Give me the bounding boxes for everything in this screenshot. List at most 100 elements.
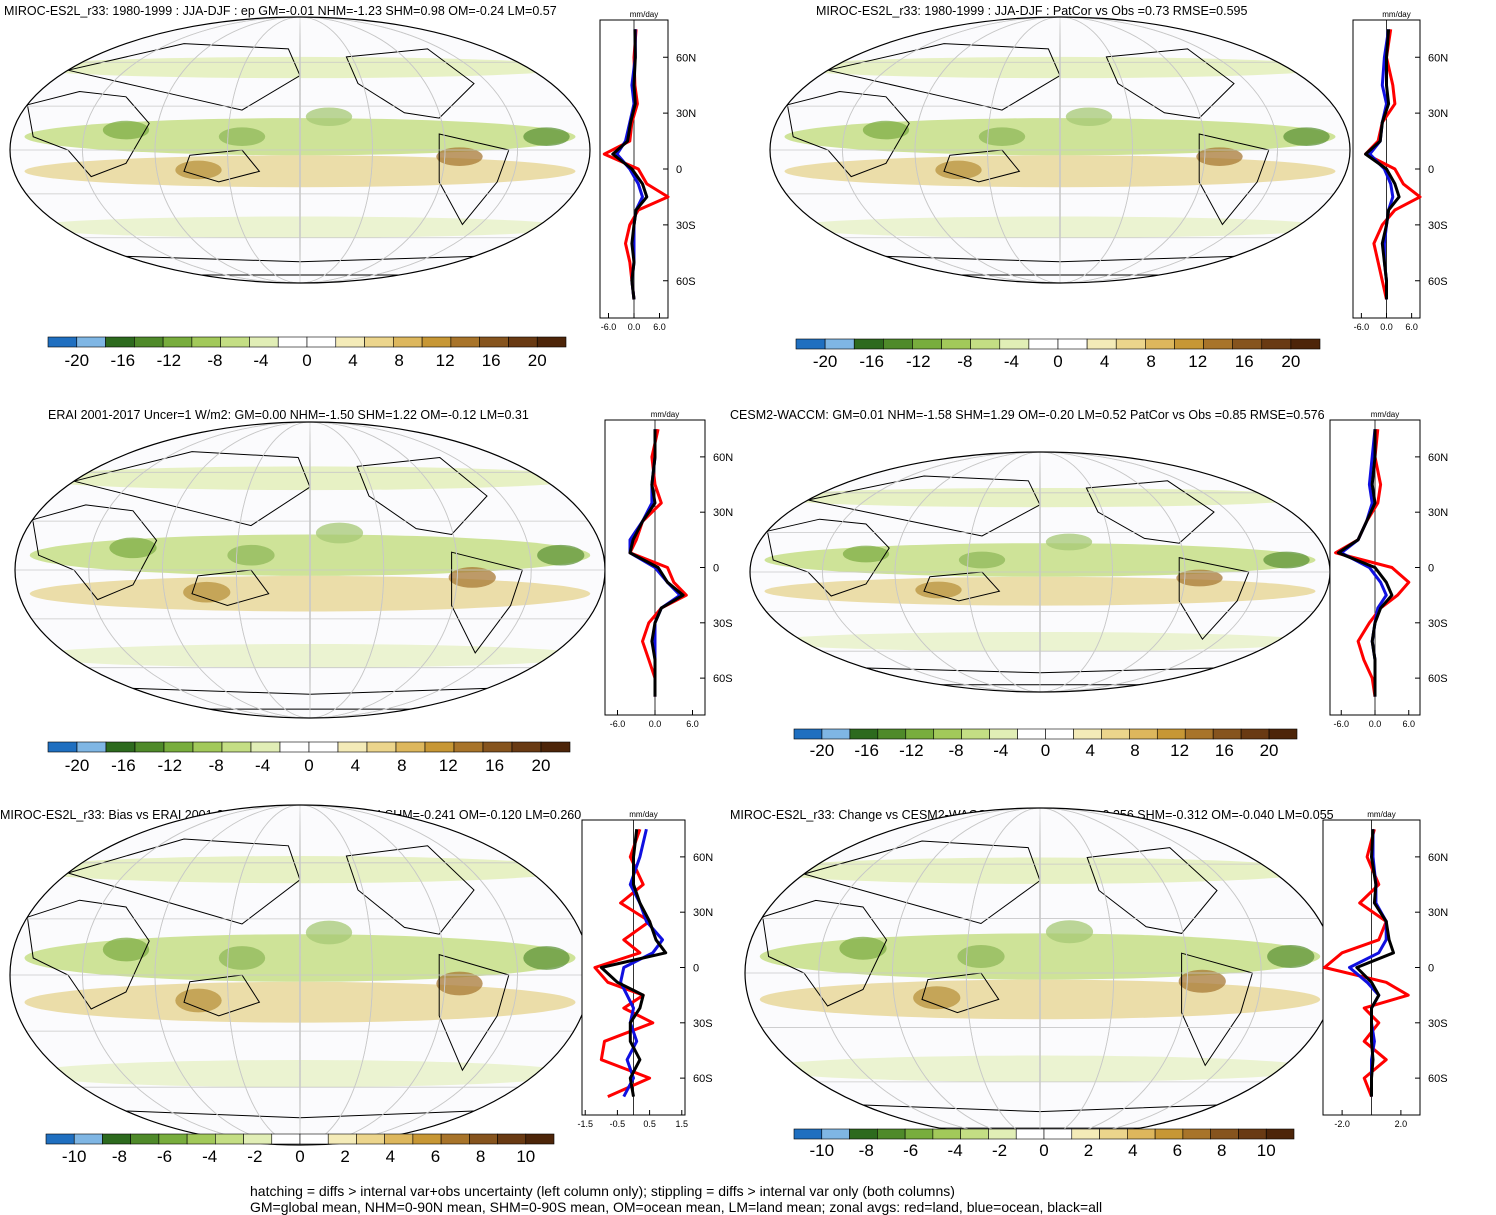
colorbar-label: 10: [1257, 1141, 1276, 1160]
precip-anomaly: [305, 920, 353, 945]
colorbar-swatch: [221, 741, 252, 753]
map-content: [750, 452, 1330, 692]
colorbar-label: -12: [899, 741, 924, 760]
y-tick-label: 30S: [1428, 220, 1448, 232]
panel-title: MIROC-ES2L_r33: 1980-1999 : JJA-DJF : Pa…: [816, 4, 1248, 18]
colorbar-swatch: [1174, 338, 1204, 350]
colorbar-label: 8: [394, 351, 403, 370]
world-map: [9, 16, 591, 284]
x-tick-label: -6.0: [1333, 719, 1349, 729]
colorbar-label: -4: [948, 1141, 963, 1160]
precip-band: [764, 576, 1316, 606]
colorbar-label: -12: [157, 351, 182, 370]
zonal-mean-plot: -2.0 2.0 60N 30N 0 30S 60S mm/day: [1322, 810, 1448, 1129]
zonal-unit-label: mm/day: [1371, 410, 1399, 419]
precip-band: [784, 216, 1336, 238]
colorbar-swatch: [327, 1133, 357, 1145]
longitude-line: [154, 805, 446, 1145]
colorbar-swatch: [277, 336, 308, 348]
colorbar-swatch: [1015, 1128, 1045, 1140]
colorbar-swatch: [337, 741, 368, 753]
precip-band: [759, 979, 1321, 1020]
colorbar-swatch: [1115, 338, 1146, 350]
colorbar-swatch: [795, 338, 826, 350]
colorbar-swatch: [793, 728, 823, 740]
colorbar-label: 10: [516, 1147, 535, 1166]
zonal-series-all: [1336, 429, 1394, 697]
colorbar-swatch: [162, 336, 193, 348]
coastline: [345, 845, 475, 935]
precip-anomaly: [523, 127, 570, 147]
colorbar-label: -8: [949, 741, 964, 760]
coastline: [26, 90, 150, 178]
y-tick-label: 0: [693, 963, 699, 975]
colorbar: -20 -16 -12 -8 -4 0 4 8 12 16 20: [47, 741, 571, 775]
precip-anomaly: [913, 986, 961, 1010]
colorbar-label: -4: [1004, 352, 1019, 371]
y-tick-label: 30S: [676, 220, 696, 232]
colorbar-label: 16: [1215, 741, 1234, 760]
precip-band: [784, 118, 1336, 156]
colorbar-swatch: [1028, 338, 1059, 350]
precip-band: [759, 1055, 1321, 1082]
colorbar-label: -20: [64, 351, 89, 370]
precip-band: [764, 632, 1316, 652]
colorbar-label: -6: [157, 1147, 172, 1166]
colorbar-swatch: [497, 1133, 527, 1145]
coastline: [802, 840, 1041, 925]
colorbar-swatch: [1127, 1128, 1156, 1140]
zonal-series-land: [1323, 828, 1410, 1098]
map-border: [769, 16, 1351, 284]
colorbar-label: -20: [810, 741, 835, 760]
colorbar-label: -12: [906, 352, 931, 371]
coastline: [183, 149, 261, 183]
colorbar-label: -10: [809, 1141, 834, 1160]
colorbar-swatch: [47, 741, 78, 753]
colorbar-swatch: [970, 338, 1001, 350]
colorbar-swatch: [1045, 728, 1074, 740]
longitude-line: [892, 808, 1188, 1138]
x-tick-label: 6.0: [1402, 719, 1415, 729]
precip-band: [24, 155, 576, 188]
colorbar-swatch: [960, 1128, 989, 1140]
colorbar-label: 4: [1128, 1141, 1137, 1160]
longitude-line: [235, 422, 385, 718]
colorbar-swatch: [105, 741, 136, 753]
colorbar-swatch: [1043, 1128, 1073, 1140]
coastline: [438, 133, 510, 226]
colorbar-swatch: [905, 728, 935, 740]
precip-band: [29, 644, 591, 668]
precip-band: [24, 934, 576, 982]
colorbar-swatch: [821, 728, 851, 740]
colorbar-swatch: [384, 1133, 414, 1145]
colorbar-swatch: [134, 741, 165, 753]
colorbar-swatch: [536, 336, 567, 348]
map-content: [770, 17, 1350, 283]
colorbar-swatch: [105, 336, 135, 348]
x-tick-label: 1.5: [676, 1119, 689, 1129]
colorbar-label: 8: [1217, 1141, 1226, 1160]
coastline: [1085, 480, 1215, 544]
colorbar-label: 4: [1085, 741, 1094, 760]
colorbar-label: -8: [207, 351, 222, 370]
colorbar-swatch: [76, 336, 106, 348]
precip-anomaly: [1045, 920, 1094, 944]
colorbar-swatch: [1101, 728, 1130, 740]
coastline: [32, 504, 158, 601]
colorbar-label: 0: [1039, 1141, 1048, 1160]
y-tick-label: 60S: [713, 673, 733, 685]
precip-anomaly: [102, 937, 150, 962]
y-tick-label: 30N: [693, 907, 713, 919]
colorbar-label: -4: [255, 756, 270, 775]
precip-anomaly: [218, 127, 266, 147]
precip-band: [764, 543, 1316, 577]
precip-anomaly: [537, 544, 585, 566]
colorbar-label: -8: [209, 756, 224, 775]
colorbar-label: -16: [111, 351, 136, 370]
precip-band: [784, 155, 1336, 188]
zonal-series-all: [628, 429, 685, 697]
y-tick-label: 30N: [676, 108, 696, 120]
zonal-series-land: [593, 828, 655, 1098]
colorbar-swatch: [1265, 1128, 1295, 1140]
colorbar-swatch: [883, 338, 913, 350]
